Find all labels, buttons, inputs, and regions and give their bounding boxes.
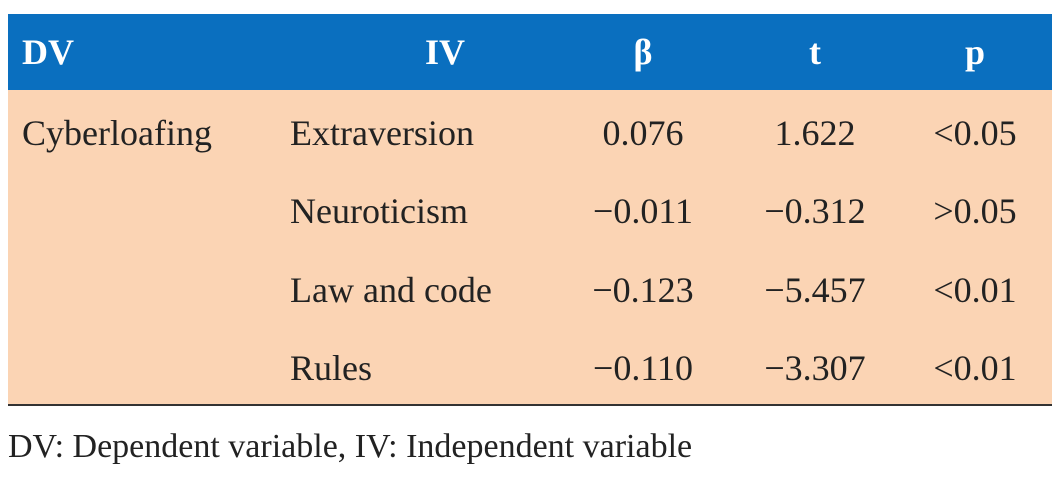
value-cell: −0.312 — [764, 191, 866, 231]
table-body — [8, 90, 1052, 406]
header-bar — [8, 14, 1052, 90]
value-cell: <0.01 — [933, 348, 1017, 388]
value-cell: −3.307 — [764, 348, 866, 388]
value-cell: >0.05 — [933, 191, 1017, 231]
dv-cell: Cyberloafing — [22, 113, 212, 153]
header-cell: β — [633, 32, 653, 72]
value-cell: −0.123 — [592, 270, 694, 310]
iv-cell: Law and code — [290, 270, 492, 310]
footnote: DV: Dependent variable, IV: Independent … — [8, 428, 693, 465]
header-cell: IV — [424, 32, 466, 72]
value-cell: 0.076 — [602, 113, 684, 153]
value-cell: −5.457 — [764, 270, 866, 310]
value-cell: <0.01 — [933, 270, 1017, 310]
value-cell: −0.110 — [593, 348, 693, 388]
iv-cell: Extraversion — [290, 113, 474, 153]
value-cell: −0.011 — [593, 191, 693, 231]
value-cell: 1.622 — [774, 113, 856, 153]
header-cell: p — [964, 32, 986, 72]
iv-cell: Rules — [290, 348, 373, 388]
header-cell: t — [809, 32, 821, 72]
header-cell: DV — [22, 32, 74, 72]
value-cell: <0.05 — [933, 113, 1017, 153]
iv-cell: Neuroticism — [290, 191, 468, 231]
